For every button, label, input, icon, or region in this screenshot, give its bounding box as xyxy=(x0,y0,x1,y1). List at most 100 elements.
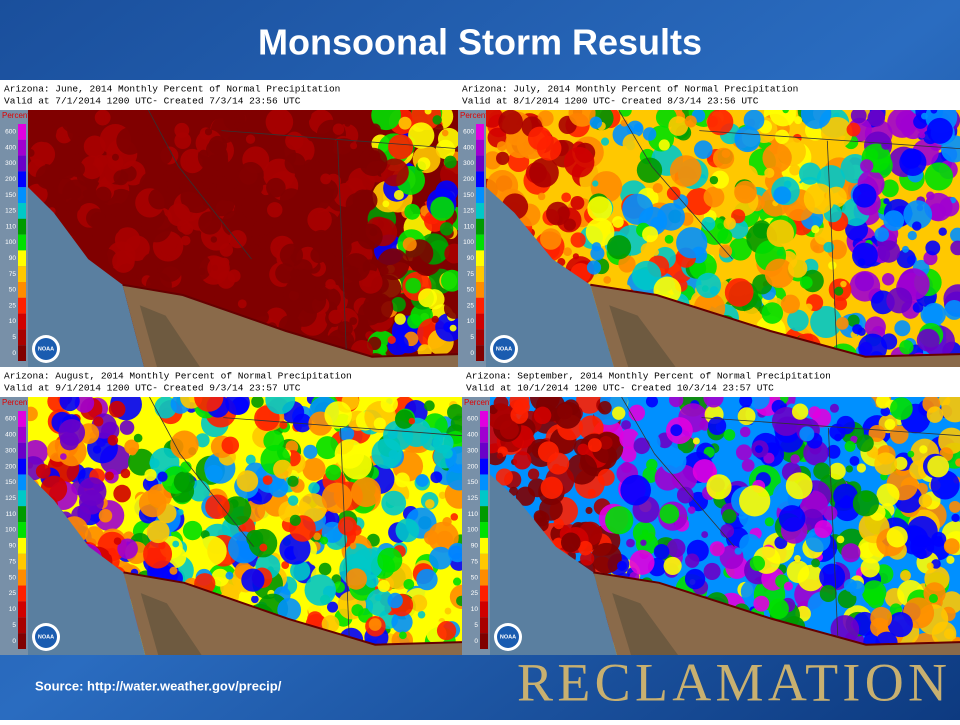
precip-blob xyxy=(585,507,592,514)
precip-blob xyxy=(418,611,426,619)
precip-blob xyxy=(676,227,707,258)
precip-blob xyxy=(113,170,128,185)
precip-blob xyxy=(571,196,585,210)
precip-blob xyxy=(305,574,336,605)
legend-swatch xyxy=(476,282,484,298)
precip-blob xyxy=(381,491,406,516)
precip-blob xyxy=(377,248,409,280)
panel-subtitle: Valid at 8/1/2014 1200 UTC- Created 8/3/… xyxy=(462,96,759,107)
precip-blob xyxy=(292,214,303,225)
precip-blob xyxy=(755,445,763,453)
legend-swatch xyxy=(18,459,26,475)
precip-blob xyxy=(853,490,879,516)
legend-swatch xyxy=(18,506,26,522)
precip-blob xyxy=(374,418,386,430)
precip-blob xyxy=(800,276,813,289)
precip-blob xyxy=(634,438,650,454)
precip-blob xyxy=(444,156,457,169)
precip-blob xyxy=(394,313,405,324)
precip-blob xyxy=(148,188,169,209)
legend-tick: 400 xyxy=(467,432,478,439)
logo-text: NOAA xyxy=(500,634,516,640)
legend-tick: 600 xyxy=(463,129,474,136)
map xyxy=(17,98,468,378)
precip-blob xyxy=(713,148,734,169)
precip-blob xyxy=(538,441,559,462)
precip-blob xyxy=(883,210,904,231)
precip-blob xyxy=(845,441,856,452)
legend-swatch xyxy=(476,235,484,251)
precip-blob xyxy=(261,213,267,219)
legend-swatch xyxy=(480,554,488,570)
precip-blob xyxy=(704,187,725,208)
legend-tick: 0 xyxy=(474,638,478,645)
legend-tick: 150 xyxy=(467,479,478,486)
precip-blob xyxy=(84,136,106,158)
precip-blob xyxy=(197,536,227,566)
legend-tick: 5 xyxy=(470,334,474,341)
legend-swatch xyxy=(18,633,26,649)
precip-blob xyxy=(107,435,118,446)
precip-blob xyxy=(409,418,416,425)
precip-blob xyxy=(445,608,452,615)
precip-blob xyxy=(836,416,855,435)
precip-blob xyxy=(369,124,381,136)
precip-blob xyxy=(659,139,670,150)
precip-blob xyxy=(207,154,223,170)
precip-blob xyxy=(216,178,238,200)
precip-blob xyxy=(453,578,461,586)
legend-swatch xyxy=(476,329,484,345)
legend-tick: 10 xyxy=(471,606,479,613)
legend-swatch xyxy=(480,538,488,554)
precip-blob xyxy=(307,131,317,141)
precip-blob xyxy=(36,165,60,189)
legend-swatch xyxy=(18,522,26,538)
legend-swatch xyxy=(18,617,26,633)
legend-swatch xyxy=(18,411,26,427)
precip-blob xyxy=(351,477,381,507)
legend-tick: 0 xyxy=(470,350,474,357)
precip-blob xyxy=(670,155,702,187)
precip-blob xyxy=(654,544,670,560)
precip-blob xyxy=(403,579,414,590)
precip-blob xyxy=(787,560,810,583)
precip-blob xyxy=(246,135,255,144)
precip-blob xyxy=(387,593,402,608)
precip-blob xyxy=(634,123,643,132)
precip-blob xyxy=(221,437,239,455)
precip-blob xyxy=(58,419,85,446)
precip-blob xyxy=(399,117,412,130)
panel-title: Arizona: June, 2014 Monthly Percent of N… xyxy=(4,84,340,95)
precip-blob xyxy=(768,599,788,619)
legend-tick: 25 xyxy=(9,590,17,597)
legend-tick: 100 xyxy=(467,527,478,534)
precip-blob xyxy=(927,406,943,422)
panel-title: Arizona: September, 2014 Monthly Percent… xyxy=(466,371,831,382)
precip-blob xyxy=(304,159,314,169)
precip-blob xyxy=(657,203,685,231)
legend-tick: 25 xyxy=(471,590,479,597)
precip-blob xyxy=(372,438,403,469)
precip-blob xyxy=(172,541,179,548)
legend-swatch xyxy=(18,140,26,156)
legend-swatch xyxy=(476,298,484,314)
precip-blob xyxy=(925,240,940,255)
precip-blob xyxy=(259,544,267,552)
precip-blob xyxy=(742,459,755,472)
legend-tick: 150 xyxy=(463,192,474,199)
precip-blob xyxy=(626,539,635,548)
precip-blob xyxy=(740,427,750,437)
precip-blob xyxy=(266,108,294,136)
legend-tick: 150 xyxy=(5,479,16,486)
precip-blob xyxy=(852,243,878,269)
precip-blob xyxy=(573,253,579,259)
legend-swatch xyxy=(18,219,26,235)
precip-blob xyxy=(207,257,230,280)
legend-tick: 0 xyxy=(12,350,16,357)
precip-blob xyxy=(840,281,846,287)
precip-blob xyxy=(853,184,877,208)
legend-tick: 400 xyxy=(5,144,16,151)
precip-blob xyxy=(696,273,721,298)
precip-blob xyxy=(328,310,342,324)
precip-blob xyxy=(764,168,774,178)
